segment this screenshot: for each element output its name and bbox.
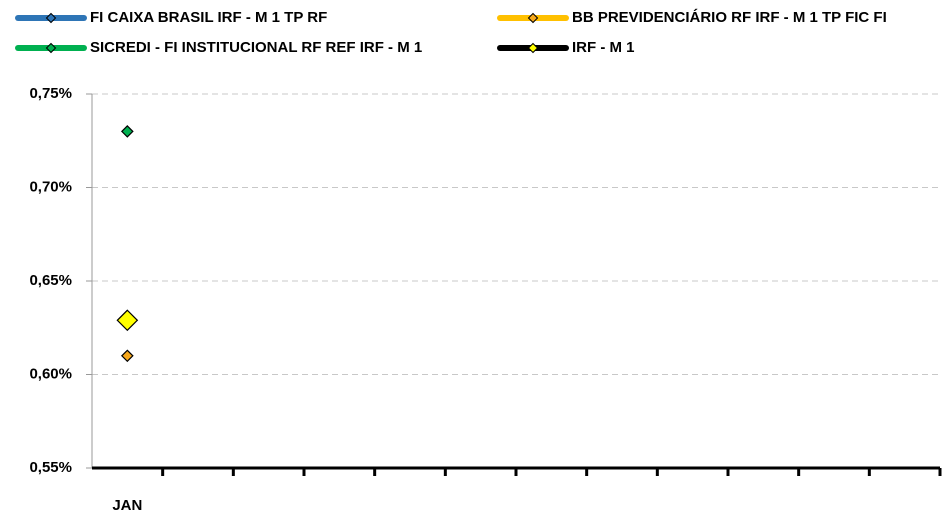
legend-marker — [527, 42, 539, 54]
legend-marker — [527, 12, 539, 24]
legend-label: IRF - M 1 — [572, 39, 635, 56]
y-tick-label: 0,75% — [29, 85, 72, 102]
data-point — [116, 309, 139, 332]
legend-label: BB PREVIDENCIÁRIO RF IRF - M 1 TP FIC FI — [572, 9, 887, 26]
y-tick-label: 0,55% — [29, 459, 72, 476]
y-tick-label: 0,65% — [29, 272, 72, 289]
legend-label: SICREDI - FI INSTITUCIONAL RF REF IRF - … — [90, 39, 422, 56]
y-tick-label: 0,60% — [29, 365, 72, 382]
legend-marker — [45, 12, 57, 24]
legend-marker — [45, 42, 57, 54]
data-point — [120, 349, 134, 363]
x-tick-label: JAN — [112, 497, 142, 514]
data-point — [120, 125, 134, 138]
legend-label: FI CAIXA BRASIL IRF - M 1 TP RF — [90, 9, 327, 26]
y-tick-label: 0,70% — [29, 178, 72, 195]
